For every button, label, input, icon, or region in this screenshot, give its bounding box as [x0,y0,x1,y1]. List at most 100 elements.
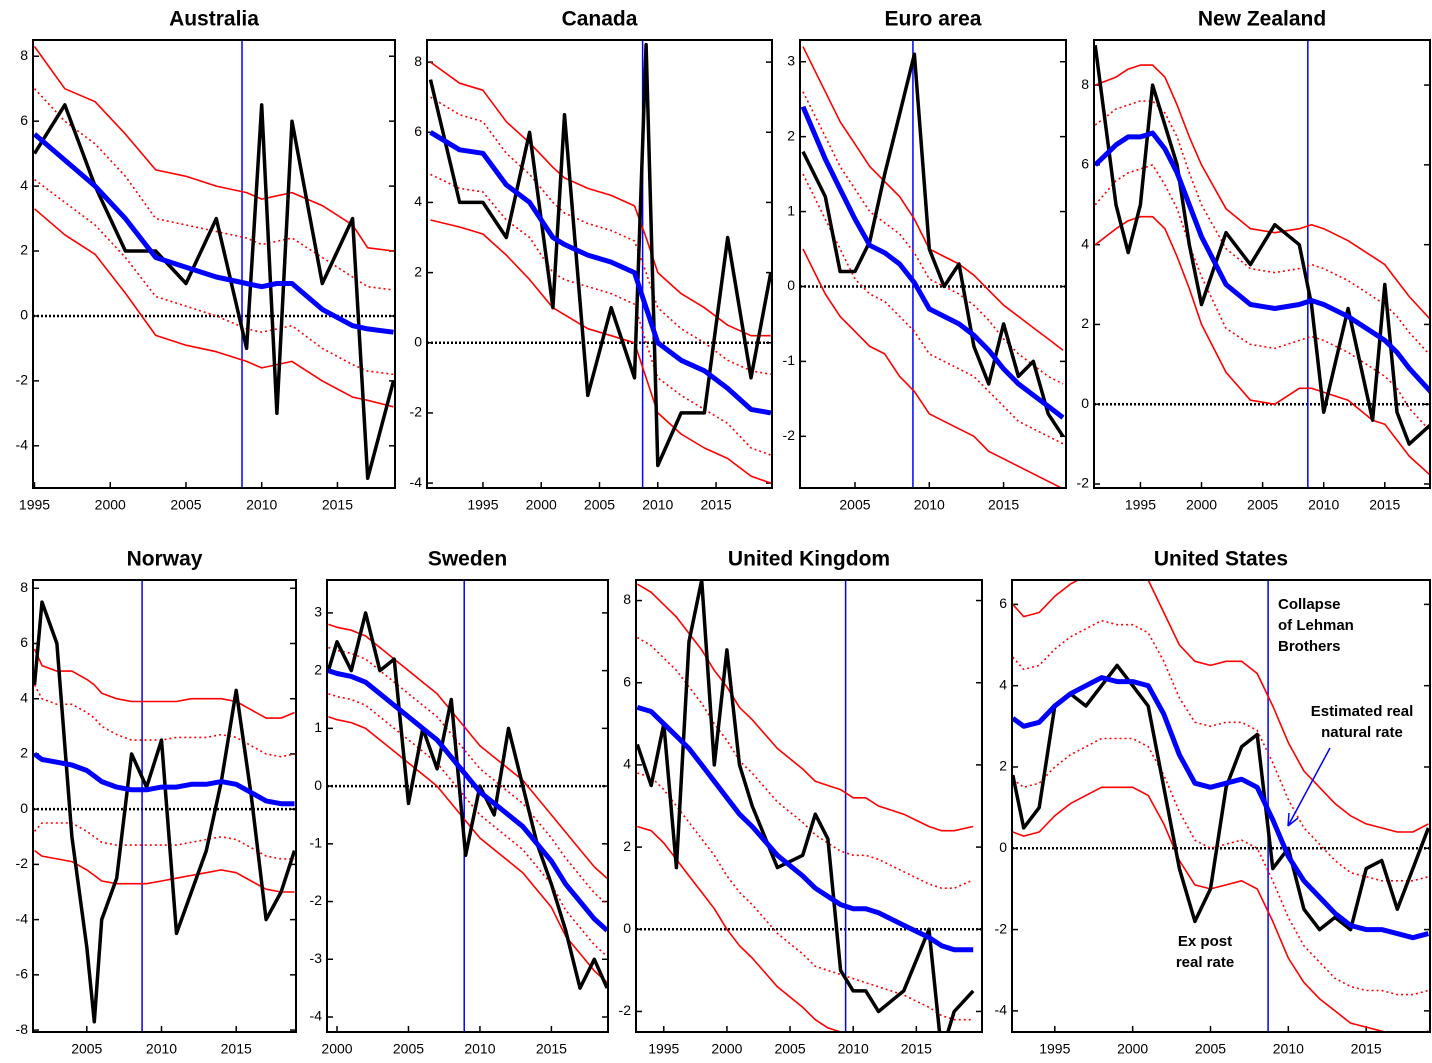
x-tick-label: 2010 [146,1041,177,1057]
x-tick-label: 2015 [1369,497,1400,513]
y-tick-label: 8 [623,591,631,607]
plot-frame [32,579,297,1033]
x-tick-label: 2000 [711,1041,742,1057]
plot-area [636,580,982,1032]
y-tick-label: -2 [995,920,1008,936]
x-tick-label: 2015 [700,497,731,513]
y-tick-label: 6 [20,112,28,128]
y-tick-label: 0 [1081,395,1089,411]
y-tick-label: -4 [310,1008,323,1024]
x-tick-label: 2015 [322,497,353,513]
x-tick-label: 2000 [1186,497,1217,513]
y-tick-label: 0 [314,777,322,793]
y-tick-label: 6 [1081,156,1089,172]
y-tick-label: -8 [16,1021,29,1037]
series-line [1012,663,1430,932]
series-line [1012,786,1429,1032]
y-tick-label: -2 [16,372,29,388]
series-line [1094,164,1430,432]
x-tick-label: 2010 [1273,1041,1304,1057]
series-line [802,173,1064,445]
y-tick-label: 4 [623,756,631,772]
panel: Canada -4 -2 0 2 4 6 8 1995 2000 2005 2010 2015 [410,8,773,513]
series-line [33,648,295,719]
panel-title: Australia [169,8,259,31]
series-line [430,219,772,484]
y-tick-label: 6 [414,123,422,139]
y-tick-label: 2 [414,263,422,279]
y-tick-label: 4 [999,676,1007,692]
series-line [429,130,772,416]
series-line [636,636,974,889]
x-tick-label: 2010 [838,1041,869,1057]
x-tick-label: 1995 [648,1041,679,1057]
x-tick-label: 2005 [170,497,201,513]
panel: Euro area -2 -1 0 1 2 3 2005 2010 2015 [783,8,1067,513]
panel-title: Canada [562,8,638,31]
series-line [33,208,394,408]
y-tick-label: -4 [995,1002,1008,1018]
series-line [802,46,1064,351]
y-tick-label: -2 [310,892,323,908]
panel-title: United Kingdom [728,548,890,571]
series-line [430,173,772,456]
x-tick-label: 2000 [321,1041,352,1057]
y-tick-label: 2 [787,127,795,143]
series-line [33,600,296,1024]
y-tick-label: 4 [20,177,28,193]
series-line [637,772,974,1021]
y-tick-label: 0 [623,920,631,936]
x-tick-label: 2015 [901,1041,932,1057]
annotation: Collapse [1278,596,1341,613]
y-tick-label: 8 [20,47,28,63]
annotation-arrow [1287,747,1331,827]
panel: Sweden -4 -3 -2 -1 0 1 2 3 2000 2005 2010 2015 [310,548,609,1057]
y-tick-label: 4 [20,689,28,705]
x-tick-label: 2000 [526,497,557,513]
annotation: Ex post [1178,933,1232,950]
series-line [636,580,975,1032]
plot-frame [635,579,983,1033]
series-line [636,705,974,953]
series-line [33,46,394,252]
x-tick-label: 2010 [246,497,277,513]
x-tick-label: 2005 [1195,1041,1226,1057]
y-tick-label: -3 [310,950,323,966]
x-tick-label: 2005 [839,497,870,513]
annotation: of Lehman [1278,617,1354,634]
plot-area [1012,580,1430,1032]
y-tick-label: 3 [787,52,795,68]
series-line [1094,215,1430,476]
x-tick-label: 2010 [1308,497,1339,513]
y-tick-label: 2 [20,745,28,761]
x-tick-label: 1995 [467,497,498,513]
plot-area [800,40,1066,488]
plot-frame [1093,39,1431,489]
series-line [33,684,295,758]
panel-title: United States [1154,548,1288,571]
panel-title: Sweden [428,548,507,571]
plot-area [33,580,296,1032]
y-tick-label: 1 [314,719,322,735]
panel: United States -4 -2 0 2 4 6 1995 2000 2005 2010 201… [995,548,1431,1057]
x-tick-label: 2010 [642,497,673,513]
plot-area [1094,40,1430,488]
x-tick-label: 2005 [584,497,615,513]
plot-area [327,580,608,1032]
x-tick-label: 2015 [1351,1041,1382,1057]
plot-frame [799,39,1067,489]
series-line [327,668,608,933]
series-line [636,583,974,832]
x-tick-label: 1995 [1125,497,1156,513]
annotation: Estimated real [1311,703,1414,720]
y-tick-label: -2 [783,427,796,443]
y-tick-label: 1 [787,202,795,218]
annotation: Brothers [1278,638,1341,655]
y-tick-label: 2 [623,838,631,854]
y-tick-label: 6 [20,634,28,650]
x-tick-label: 2005 [71,1041,102,1057]
annotation: natural rate [1321,724,1403,741]
x-tick-label: 2000 [1117,1041,1148,1057]
plot-frame [426,39,773,489]
